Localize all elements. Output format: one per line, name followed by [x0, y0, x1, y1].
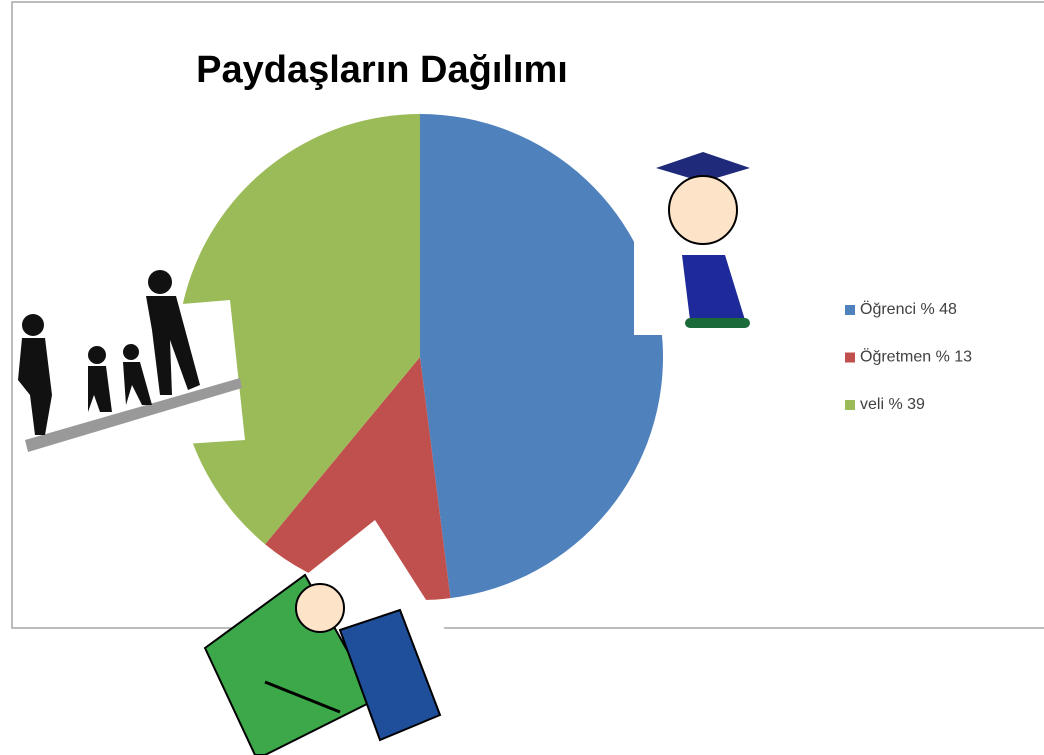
teacher-head — [295, 583, 345, 633]
legend-label: veli % 39 — [860, 396, 925, 413]
legend-swatch — [845, 305, 855, 315]
family-shadow — [25, 378, 242, 452]
teacher-pointer — [264, 680, 341, 714]
legend-swatch — [845, 400, 855, 410]
legend-label: Öğrenci % 48 — [860, 300, 957, 318]
chart-title: Paydaşların Dağılımı — [196, 49, 568, 91]
pie — [176, 114, 663, 600]
student-shoes — [685, 318, 750, 328]
family-silhouette — [18, 270, 200, 435]
student-cap — [656, 152, 750, 182]
legend-swatch — [845, 352, 855, 363]
student-gown — [682, 255, 745, 320]
pie-slice — [420, 114, 663, 599]
student-head — [668, 175, 738, 245]
teacher-body — [338, 608, 442, 742]
legend-label: Öğretmen % 13 — [860, 348, 972, 366]
pie-slice — [265, 357, 451, 600]
legend: Öğrenci % 48 Öğretmen % 13 veli % 39 — [845, 300, 972, 413]
clipart — [15, 140, 779, 755]
